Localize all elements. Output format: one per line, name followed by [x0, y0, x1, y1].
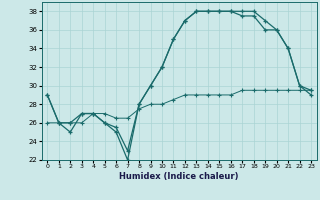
X-axis label: Humidex (Indice chaleur): Humidex (Indice chaleur): [119, 172, 239, 181]
